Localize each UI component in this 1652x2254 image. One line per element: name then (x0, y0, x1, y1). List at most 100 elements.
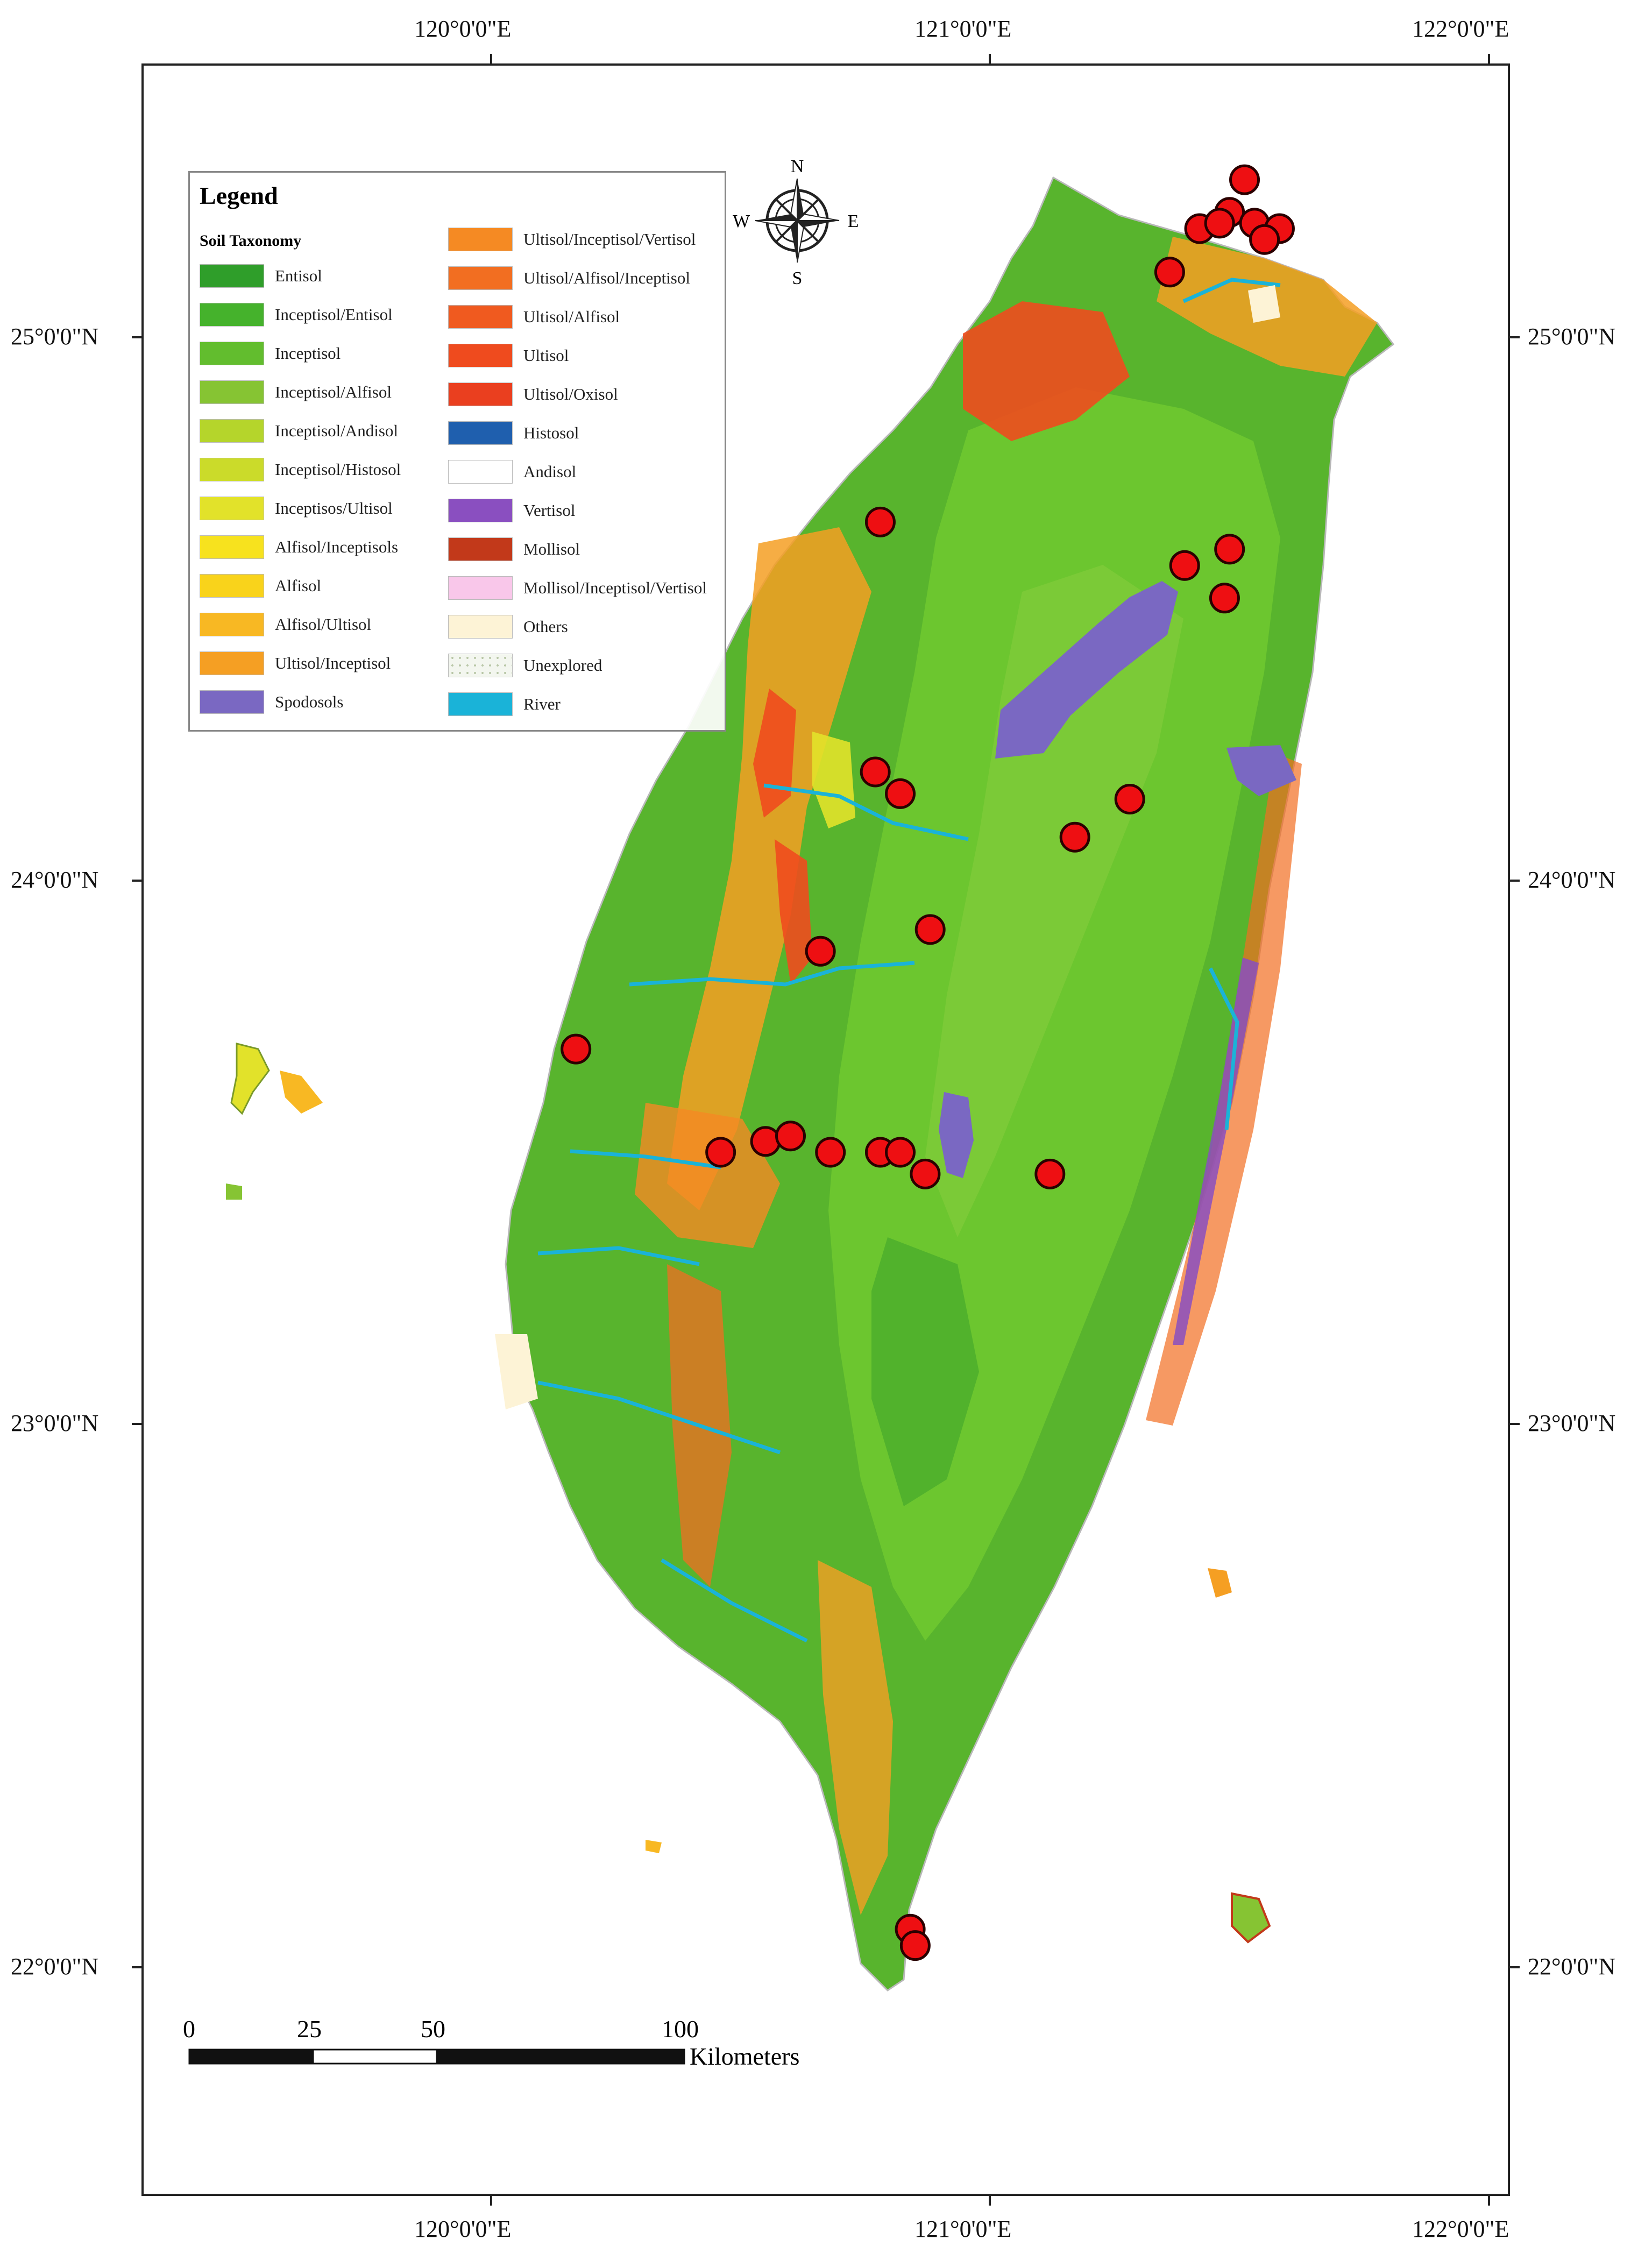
legend-label: Ultisol/Alfisol/Inceptisol (523, 268, 690, 287)
compass-w-label: W (733, 211, 750, 231)
legend-item: Others (448, 613, 568, 641)
sample-point-29 (899, 1930, 931, 1961)
legend-label: River (523, 694, 561, 713)
legend-item: Unexplored (448, 651, 602, 679)
sample-point-25 (885, 1137, 916, 1168)
legend-item: Inceptisol/Histosol (200, 456, 401, 484)
legend-swatch (200, 497, 264, 520)
sample-point-9 (864, 506, 896, 537)
legend-item: Ultisol/Oxisol (448, 380, 618, 408)
scale-unit-label: Kilometers (690, 2043, 800, 2070)
left-lat-label-1: 25°0'0"N (11, 323, 99, 350)
legend-item: Entisol (200, 262, 322, 290)
legend-label: Inceptisol/Andisol (275, 421, 399, 440)
legend-label: Alfisol/Ultisol (275, 615, 372, 634)
right-lat-label-1: 25°0'0"N (1528, 323, 1616, 350)
compass-n-label: N (791, 157, 804, 176)
legend-label: Vertisol (523, 501, 576, 520)
sample-points (561, 164, 1295, 1961)
legend-swatch (448, 576, 513, 600)
legend-label: Inceptisol/Entisol (275, 305, 393, 324)
legend-subtitle: Soil Taxonomy (200, 232, 302, 250)
sample-point-14 (885, 778, 916, 809)
sample-point-27 (1034, 1158, 1066, 1189)
legend-item: Ultisol/Alfisol (448, 303, 620, 331)
left-lat-label-2: 24°0'0"N (11, 867, 99, 893)
legend-item: Alfisol/Ultisol (200, 611, 371, 639)
legend-label: Mollisol (523, 540, 580, 558)
spodosols-patch-central (939, 1092, 974, 1178)
legend-item: Ultisol/Inceptisol (200, 649, 391, 677)
legend-swatch (448, 305, 513, 329)
legend-item: Spodosols (200, 688, 343, 716)
sample-point-18 (805, 935, 836, 967)
legend-swatch (448, 537, 513, 561)
legend-label: Histosol (523, 423, 579, 442)
legend-label: Spodosols (275, 692, 344, 711)
legend-swatch (448, 266, 513, 290)
legend-label: Ultisol/Inceptisol (275, 654, 391, 672)
bottom-lon-label-1: 120°0'0"E (414, 2216, 512, 2242)
legend-label: Alfisol (275, 576, 322, 595)
legend-title: Legend (200, 182, 278, 209)
legend-item: Inceptisol/Entisol (200, 301, 393, 329)
legend-label: Entisol (275, 266, 322, 285)
spodosols-patch-north (995, 581, 1178, 759)
right-lat-label-3: 23°0'0"N (1528, 1410, 1616, 1436)
legend-swatch (448, 382, 513, 406)
legend-label: Ultisol/Oxisol (523, 385, 618, 403)
map-legend: Legend Soil Taxonomy Entisol Inceptisol/E… (188, 171, 726, 732)
top-lon-label-2: 121°0'0"E (914, 16, 1012, 42)
sample-point-20 (705, 1137, 736, 1168)
sample-point-16 (1059, 821, 1090, 853)
sample-point-8 (1154, 257, 1185, 288)
legend-label: Alfisol/Inceptisols (275, 537, 399, 556)
legend-label: Inceptisol (275, 344, 341, 363)
left-lat-label-3: 23°0'0"N (11, 1410, 99, 1436)
legend-item: Ultisol/Alfisol/Inceptisol (448, 264, 690, 292)
legend-swatch (200, 380, 264, 404)
sample-point-1 (1229, 164, 1260, 195)
legend-item: Alfisol/Inceptisols (200, 533, 398, 561)
legend-item: Inceptisol/Andisol (200, 417, 398, 445)
legend-swatch (448, 344, 513, 367)
sample-point-5 (1204, 208, 1235, 239)
legend-item: Vertisol (448, 497, 575, 524)
legend-label: Andisol (523, 462, 577, 481)
legend-swatch (200, 613, 264, 636)
legend-item: Inceptisol (200, 339, 341, 367)
sample-point-17 (914, 914, 946, 945)
legend-label: Mollisol/Inceptisol/Vertisol (523, 578, 707, 597)
compass-e-label: E (848, 211, 859, 231)
sample-point-19 (561, 1033, 592, 1065)
legend-swatch (200, 419, 264, 443)
legend-item: Inceptisos/Ultisol (200, 494, 393, 522)
legend-swatch (200, 342, 264, 365)
legend-swatch (200, 458, 264, 481)
legend-item: Ultisol (448, 342, 569, 370)
sample-point-26 (910, 1158, 941, 1189)
compass-s-label: S (792, 268, 803, 288)
legend-label: Ultisol/Inceptisol/Vertisol (523, 230, 696, 249)
legend-swatch (200, 651, 264, 675)
legend-label: Ultisol (523, 346, 569, 365)
legend-swatch (448, 499, 513, 522)
scale-bar (188, 2049, 685, 2065)
legend-swatch (448, 654, 513, 677)
legend-item: Ultisol/Inceptisol/Vertisol (448, 225, 696, 253)
legend-swatch (200, 690, 264, 714)
legend-swatch (448, 615, 513, 639)
scale-tick-50: 50 (421, 2015, 445, 2043)
legend-swatch (448, 421, 513, 445)
legend-item: Histosol (448, 419, 579, 447)
legend-label: Others (523, 617, 568, 636)
penghu-islands (230, 1043, 270, 1115)
legend-swatch (448, 460, 513, 484)
scale-tick-100: 100 (662, 2015, 699, 2043)
top-lon-label-1: 120°0'0"E (414, 16, 512, 42)
sample-point-7 (1249, 224, 1280, 255)
legend-item: Mollisol/Inceptisol/Vertisol (448, 574, 707, 602)
right-lat-label-2: 24°0'0"N (1528, 867, 1616, 893)
compass-rose-icon: N S E W (733, 157, 859, 288)
